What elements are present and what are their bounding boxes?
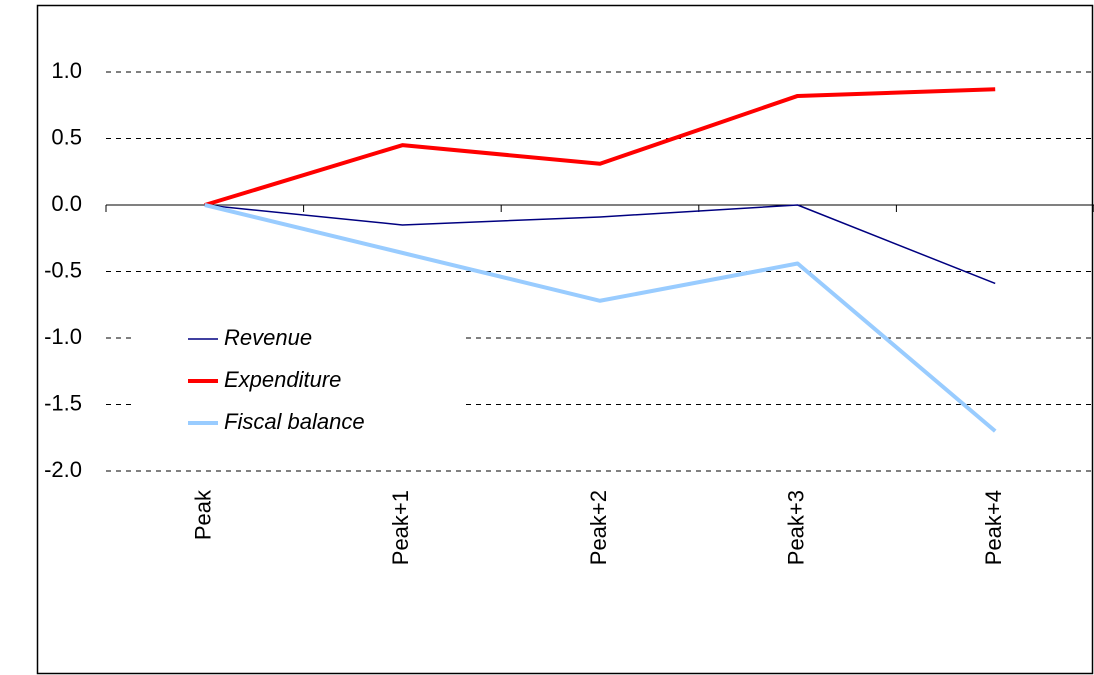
y-tick-label: -1.0 — [44, 324, 82, 349]
x-tick-label: Peak+4 — [981, 490, 1006, 565]
y-tick-label: 1.0 — [51, 58, 82, 83]
x-tick-label: Peak+1 — [388, 490, 413, 565]
y-tick-label: 0.5 — [51, 124, 82, 149]
x-tick-label: Peak+3 — [783, 490, 808, 565]
y-tick-label: -2.0 — [44, 457, 82, 482]
legend-label: Revenue — [224, 325, 312, 350]
series-line — [204, 204, 996, 285]
y-tick-label: 0.0 — [51, 191, 82, 216]
y-tick-label: -0.5 — [44, 257, 82, 282]
series-line — [204, 203, 997, 433]
legend: Revenue Expenditure Fiscal balance — [135, 318, 465, 440]
x-tick-label: Peak+2 — [586, 490, 611, 565]
legend-label: Fiscal balance — [224, 409, 365, 434]
legend-label: Expenditure — [224, 367, 341, 392]
y-tick-label: -1.5 — [44, 390, 82, 415]
series-line — [204, 87, 996, 207]
x-tick-label: Peak — [191, 489, 216, 540]
